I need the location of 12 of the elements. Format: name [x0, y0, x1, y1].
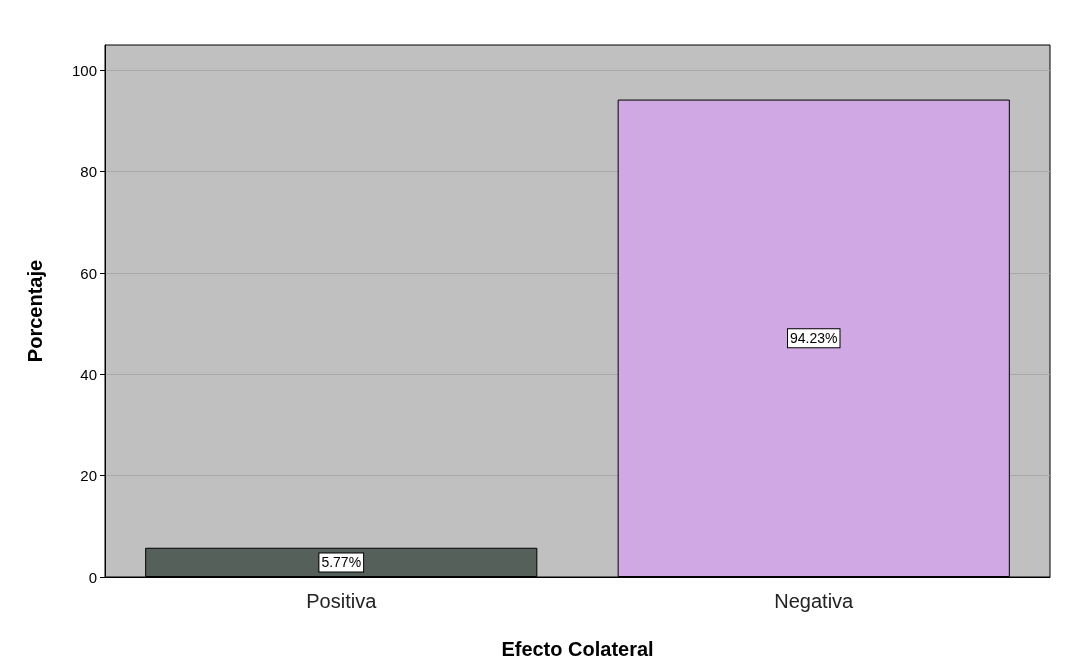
x-tick-label: Positiva — [306, 590, 378, 612]
y-tick-label: 60 — [80, 264, 97, 282]
y-tick-label: 20 — [80, 467, 97, 485]
y-tick-label: 80 — [80, 163, 97, 181]
data-label: 5.77% — [321, 554, 362, 571]
data-label: 94.23% — [790, 330, 838, 347]
y-tick-label: 40 — [80, 365, 97, 383]
y-tick-label: 100 — [71, 61, 97, 79]
x-axis-title: Efecto Colateral — [501, 638, 654, 660]
y-axis-title: Porcentaje — [24, 259, 46, 363]
x-tick-label: Negativa — [774, 590, 855, 612]
y-tick-label: 0 — [88, 568, 97, 586]
